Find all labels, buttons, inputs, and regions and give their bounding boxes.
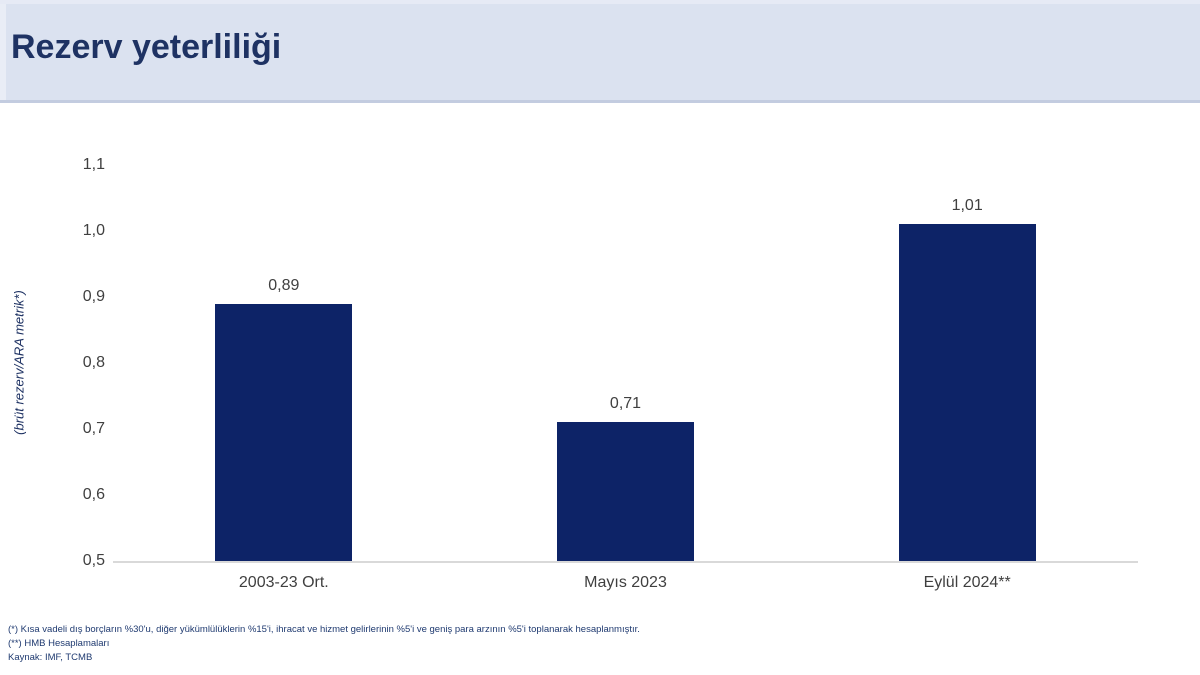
x-category-label: Mayıs 2023	[584, 574, 667, 591]
y-tick-label: 0,5	[82, 552, 105, 569]
bar	[215, 303, 353, 561]
footnote-line: Kaynak: IMF, TCMB	[8, 652, 93, 663]
x-axis-line	[113, 561, 1138, 563]
y-tick-label: 1,1	[82, 156, 105, 173]
footnote-line: (**) HMB Hesaplamaları	[8, 638, 110, 649]
y-tick-label: 0,6	[82, 486, 105, 503]
bar-value-label: 1,01	[951, 197, 983, 215]
x-category-label: 2003-23 Ort.	[238, 574, 329, 591]
bar-value-label: 0,89	[268, 276, 300, 294]
page-title: Rezerv yeterliliği	[11, 28, 282, 66]
y-axis-title: (brüt rezerv/ARA metrik*)	[11, 290, 27, 435]
y-tick-label: 0,8	[82, 354, 105, 371]
bar-value-label: 0,71	[609, 395, 642, 413]
bar-chart: (brüt rezerv/ARA metrik*) 0,5 0,6 0,7 0,8 0,…	[0, 103, 1200, 618]
bar	[898, 224, 1036, 561]
footnote-line: (*) Kısa vadeli dış borçların %30'u, diğ…	[8, 624, 640, 635]
x-category-label: Eylül 2024**	[923, 574, 1011, 591]
y-tick-label: 0,7	[82, 420, 105, 437]
footnotes: (*) Kısa vadeli dış borçların %30'u, diğ…	[8, 623, 640, 665]
bar	[557, 422, 694, 561]
title-banner: Rezerv yeterliliği	[0, 0, 1200, 103]
y-tick-label: 0,9	[82, 288, 105, 305]
y-tick-label: 1,0	[82, 222, 105, 239]
